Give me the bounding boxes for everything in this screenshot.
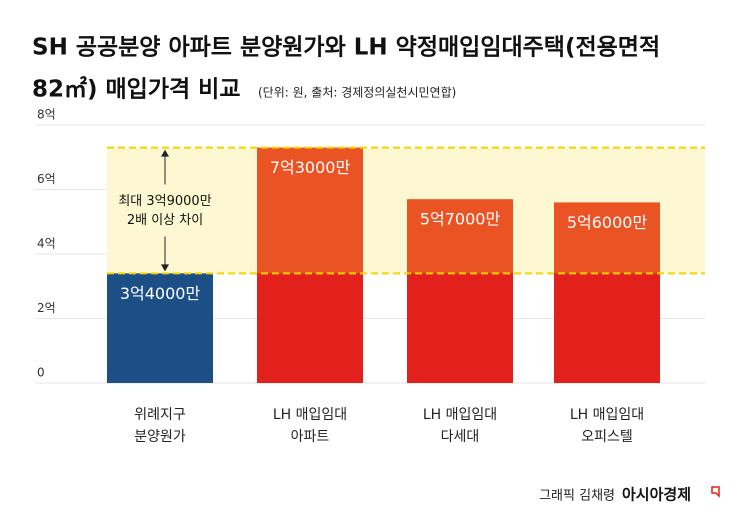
x-tick-label: 오피스텔 bbox=[581, 429, 633, 445]
arrow-head bbox=[161, 149, 169, 157]
y-tick-label: 2억 bbox=[37, 301, 56, 315]
bar-base bbox=[257, 273, 363, 383]
y-tick-label: 6억 bbox=[37, 172, 56, 186]
x-tick-label: LH 매입임대 bbox=[423, 407, 497, 423]
bar bbox=[107, 273, 213, 383]
value-label: 7억3000만 bbox=[270, 158, 351, 177]
bar-base bbox=[407, 273, 513, 383]
y-tick-label: 4억 bbox=[37, 237, 56, 251]
value-label: 3억4000만 bbox=[120, 284, 201, 303]
x-tick-label: LH 매입임대 bbox=[570, 407, 644, 423]
annotation: 2배 이상 차이 bbox=[127, 213, 203, 228]
x-tick-label: 아파트 bbox=[291, 429, 330, 445]
value-label: 5억6000만 bbox=[567, 213, 648, 232]
annotation: 최대 3억9000만 bbox=[118, 194, 211, 209]
chart-subtitle: (단위: 원, 출처: 경제정의실천시민연합) bbox=[258, 85, 456, 100]
y-tick-label: 0 bbox=[37, 366, 45, 380]
x-tick-label: 다세대 bbox=[441, 429, 480, 445]
x-tick-label: LH 매입임대 bbox=[273, 407, 347, 423]
arrow-head bbox=[161, 264, 169, 272]
credit: 그래픽 김채령 bbox=[539, 489, 615, 504]
bar-base bbox=[554, 273, 660, 383]
logo: 아시아경제 bbox=[622, 486, 691, 504]
x-tick-label: 분양원가 bbox=[134, 429, 186, 445]
chart-title: 82㎡) 매입가격 비교 bbox=[32, 76, 241, 103]
x-tick-label: 위례지구 bbox=[134, 407, 186, 423]
value-label: 5억7000만 bbox=[420, 210, 501, 229]
chart-title: SH 공공분양 아파트 분양원가와 LH 약정매입임대주택(전용면적 bbox=[32, 35, 660, 61]
y-tick-label: 8억 bbox=[37, 108, 56, 122]
logo-mark bbox=[711, 486, 720, 498]
